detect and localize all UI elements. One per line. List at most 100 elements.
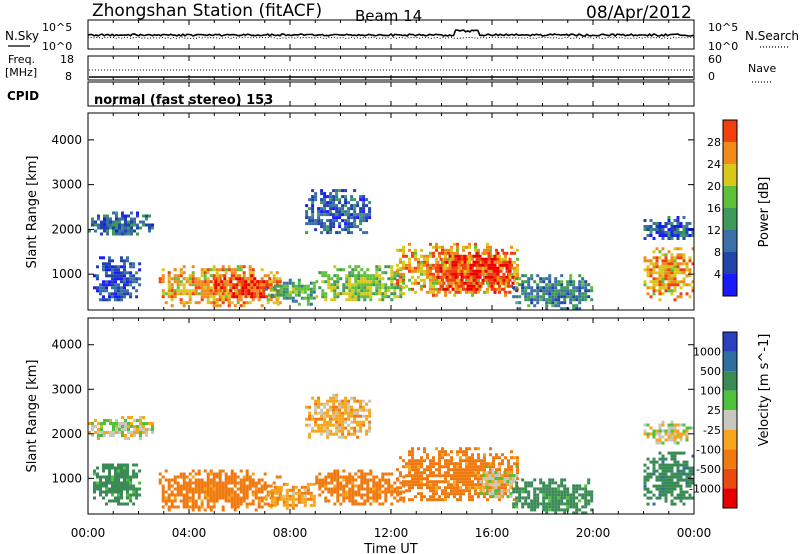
heatmap-cell	[348, 472, 352, 476]
heatmap-cell	[167, 280, 171, 284]
heatmap-cell	[309, 296, 313, 300]
heatmap-cell	[507, 459, 510, 463]
heatmap-cell	[661, 423, 665, 427]
heatmap-cell	[676, 237, 680, 240]
heatmap-cell	[170, 289, 174, 293]
heatmap-cell	[129, 496, 133, 500]
heatmap-cell	[381, 277, 385, 281]
heatmap-cell	[587, 478, 591, 482]
heatmap-cell	[91, 425, 94, 428]
heatmap-cell	[554, 496, 558, 500]
heatmap-cell	[447, 281, 450, 285]
heatmap-cell	[539, 481, 543, 485]
heatmap-cell	[399, 456, 402, 460]
heatmap-cell	[245, 502, 249, 506]
heatmap-cell	[673, 451, 677, 455]
heatmap-cell	[655, 231, 659, 234]
heatmap-cell	[447, 492, 450, 496]
heatmap-cell	[269, 283, 273, 287]
heatmap-cell	[679, 435, 683, 439]
heatmap-cell	[336, 292, 340, 296]
heatmap-cell	[339, 475, 343, 479]
heatmap-cell	[676, 295, 680, 299]
heatmap-cell	[444, 498, 447, 502]
heatmap-cell	[102, 490, 105, 494]
heatmap-cell	[396, 248, 399, 252]
heatmap-cell	[332, 405, 336, 409]
heatmap-cell	[326, 213, 330, 217]
heatmap-cell	[557, 505, 561, 509]
heatmap-cell	[516, 456, 519, 460]
heatmap-cell	[513, 272, 516, 276]
heatmap-cell	[462, 245, 465, 249]
heatmap-cell	[114, 466, 117, 470]
heatmap-cell	[548, 496, 552, 500]
heatmap-cell	[560, 493, 564, 497]
heatmap-cell	[548, 487, 552, 491]
heatmap-cell	[504, 257, 507, 261]
heatmap-cell	[488, 480, 492, 483]
heatmap-cell	[661, 429, 665, 433]
heatmap-cell	[126, 259, 129, 263]
heatmap-cell	[368, 201, 372, 205]
heatmap-cell	[288, 296, 292, 300]
heatmap-cell	[200, 484, 204, 488]
heatmap-cell	[124, 419, 127, 422]
heatmap-cell	[203, 283, 207, 287]
heatmap-cell	[462, 459, 465, 463]
heatmap-cell	[108, 490, 111, 494]
heatmap-cell	[212, 505, 216, 509]
heatmap-cell	[121, 211, 124, 215]
heatmap-cell	[581, 505, 585, 509]
heatmap-cell	[477, 486, 480, 490]
heatmap-cell	[563, 511, 567, 515]
heatmap-cell	[563, 478, 567, 482]
heatmap-cell	[314, 195, 318, 199]
heatmap-cell	[575, 490, 579, 494]
heatmap-cell	[646, 475, 650, 479]
heatmap-cell	[475, 257, 479, 261]
heatmap-cell	[515, 474, 519, 477]
heatmap-cell	[396, 268, 400, 272]
heatmap-cell	[551, 487, 555, 491]
heatmap-cell	[251, 271, 255, 275]
heatmap-cell	[685, 484, 689, 488]
heatmap-cell	[276, 488, 280, 492]
heatmap-cell	[554, 304, 558, 308]
heatmap-cell	[578, 484, 582, 488]
heatmap-cell	[129, 499, 133, 503]
heatmap-cell	[381, 286, 385, 290]
heatmap-cell	[673, 435, 677, 439]
heatmap-cell	[353, 429, 357, 433]
heatmap-cell	[658, 435, 662, 439]
heatmap-cell	[429, 290, 432, 294]
heatmap-cell	[326, 225, 330, 229]
heatmap-cell	[99, 289, 102, 293]
heatmap-cell	[273, 500, 277, 504]
heatmap-cell	[257, 481, 261, 485]
heatmap-cell	[259, 292, 263, 296]
heatmap-cell	[363, 277, 367, 281]
heatmap-cell	[548, 301, 552, 305]
heatmap-cell	[670, 478, 674, 482]
heatmap-cell	[232, 286, 236, 290]
heatmap-cell	[185, 493, 189, 497]
heatmap-cell	[176, 487, 180, 491]
heatmap-cell	[233, 271, 237, 275]
heatmap-cell	[353, 411, 357, 415]
heatmap-cell	[513, 269, 516, 273]
heatmap-cell	[105, 283, 108, 287]
heatmap-cell	[120, 466, 123, 470]
heatmap-cell	[161, 487, 165, 491]
heatmap-cell	[185, 490, 189, 494]
heatmap-cell	[265, 283, 269, 287]
heatmap-cell	[230, 292, 234, 296]
heatmap-cell	[465, 489, 468, 493]
heatmap-cell	[115, 232, 118, 236]
heatmap-cell	[384, 478, 388, 482]
heatmap-cell	[164, 499, 168, 503]
heatmap-cell	[326, 219, 330, 223]
heatmap-cell	[643, 429, 647, 433]
heatmap-cell	[444, 293, 447, 297]
heatmap-cell	[244, 283, 248, 287]
